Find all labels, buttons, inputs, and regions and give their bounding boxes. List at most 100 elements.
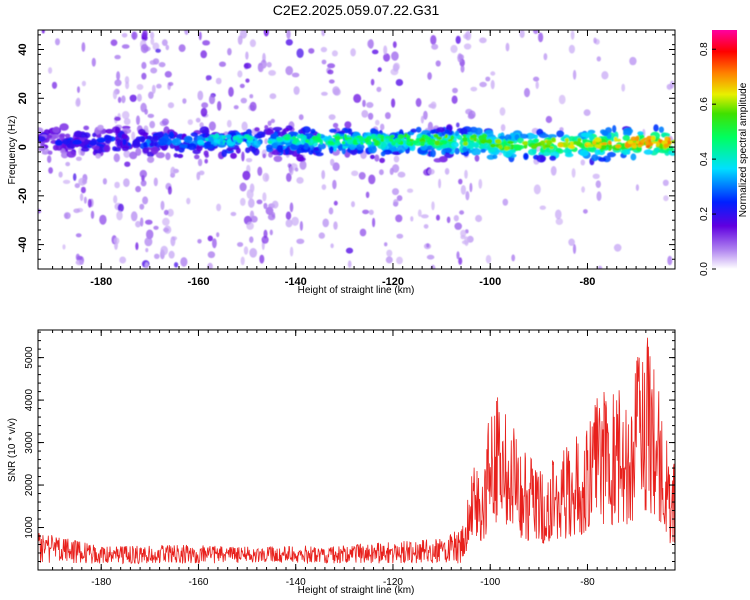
spectrogram-blob bbox=[459, 210, 465, 215]
spectrogram-blob bbox=[186, 197, 191, 205]
spectrogram-band-cell bbox=[436, 127, 446, 133]
spectrogram-core-cell bbox=[546, 139, 552, 146]
spectrogram-blob bbox=[392, 188, 399, 196]
spectrogram-blob bbox=[593, 37, 597, 44]
spectrogram-core-cell bbox=[301, 135, 307, 141]
spectrogram-xlabel: Height of straight line (km) bbox=[298, 285, 415, 296]
spectrogram-blob bbox=[41, 30, 45, 34]
spectrogram-blob bbox=[667, 255, 673, 266]
spectrogram-core-cell bbox=[650, 135, 656, 141]
spectrogram-band-cell bbox=[80, 147, 90, 152]
spectrogram-core-cell bbox=[635, 140, 640, 144]
spectrogram-blob bbox=[239, 182, 247, 192]
spectrogram-band-cell bbox=[545, 147, 556, 153]
spectrogram-blob bbox=[167, 102, 175, 109]
spectrogram-blob bbox=[453, 215, 459, 222]
spectrogram-band-cell bbox=[296, 147, 301, 154]
spectrogram-ytick-label: -20 bbox=[17, 188, 29, 204]
spectrogram-blob bbox=[77, 86, 80, 93]
spectrogram-core-cell bbox=[296, 134, 302, 139]
spectrogram-blob bbox=[114, 79, 122, 87]
spectrogram-blob bbox=[359, 228, 367, 237]
spectrogram-blob bbox=[457, 53, 463, 63]
spectrogram-blob bbox=[246, 221, 254, 230]
spectrogram-blob bbox=[555, 218, 563, 225]
spectrogram-blob bbox=[502, 198, 509, 206]
spectrogram-ytick-label: 40 bbox=[17, 43, 29, 55]
spectrogram-blob bbox=[131, 131, 136, 141]
spectrogram-core-cell bbox=[522, 141, 528, 146]
spectrogram-blob bbox=[393, 155, 400, 163]
spectrogram-blob bbox=[299, 160, 307, 170]
spectrogram-blob bbox=[207, 251, 216, 259]
spectrogram-blob bbox=[195, 117, 201, 123]
spectrogram-blob bbox=[511, 254, 516, 262]
spectrogram-blob bbox=[241, 121, 248, 131]
spectrogram-blob bbox=[154, 253, 160, 259]
spectrogram-core-cell bbox=[592, 140, 597, 145]
spectrogram-band-cell bbox=[668, 149, 675, 156]
spectrogram-core-cell bbox=[557, 142, 564, 148]
spectrogram-band-cell bbox=[528, 148, 537, 156]
spectrogram-band-cell bbox=[591, 154, 599, 162]
spectrogram-blob bbox=[568, 238, 575, 246]
spectrogram-band-cell bbox=[571, 140, 582, 145]
spectrogram-blob bbox=[367, 39, 374, 48]
spectrogram-core-cell bbox=[267, 140, 272, 144]
spectrogram-blob bbox=[465, 30, 472, 41]
spectrogram-core-cell bbox=[663, 143, 670, 148]
spectrogram-band-cell bbox=[103, 144, 111, 153]
spectrogram-blob bbox=[161, 39, 168, 46]
spectrogram-core-cell bbox=[635, 135, 640, 142]
spectrogram-blob bbox=[121, 44, 130, 49]
spectrogram-blob bbox=[350, 48, 356, 57]
spectrogram-band-cell bbox=[272, 126, 283, 132]
spectrogram-blob bbox=[141, 72, 147, 80]
spectrogram-blob bbox=[345, 247, 354, 254]
spectrogram-band-cell bbox=[73, 130, 82, 138]
spectrogram-core-cell bbox=[292, 135, 297, 141]
spectrogram-blob bbox=[113, 195, 118, 204]
spectrogram-blob bbox=[490, 79, 495, 90]
spectrogram-blob bbox=[452, 87, 458, 94]
spectrogram-core-cell bbox=[540, 140, 546, 146]
spectrogram-blob bbox=[243, 246, 249, 255]
spectrogram-blob bbox=[174, 262, 179, 268]
spectrogram-blob bbox=[365, 191, 370, 198]
spectrogram-band-cell bbox=[430, 149, 436, 158]
spectrogram-blob bbox=[240, 256, 245, 266]
spectrogram-blob bbox=[207, 235, 213, 242]
spectrogram-core-cell bbox=[498, 144, 503, 150]
spectrogram-ylabel: Frequency (Hz) bbox=[7, 116, 18, 185]
spectrogram-band-cell bbox=[466, 141, 474, 149]
spectrogram-blob bbox=[144, 262, 149, 269]
spectrogram-band-cell bbox=[374, 154, 380, 162]
spectrogram-band-cell bbox=[579, 149, 589, 157]
spectrogram-core-cell bbox=[481, 139, 486, 145]
spectrogram-band-cell bbox=[301, 126, 311, 134]
spectrogram-core-cell bbox=[630, 136, 637, 141]
spectrogram-blob bbox=[114, 54, 121, 60]
spectrogram-core-cell bbox=[434, 140, 441, 146]
spectrogram-core-cell bbox=[352, 140, 358, 144]
spectrogram-blob bbox=[322, 218, 330, 228]
spectrogram-blob bbox=[228, 86, 234, 97]
spectrogram-core-cell bbox=[352, 142, 359, 145]
spectrogram-band-cell bbox=[379, 157, 385, 164]
snr-ticks: -180 -160 -140 -120 -100 -80 1000 2000 3000 4000 5… bbox=[24, 330, 675, 588]
spectrogram-blob bbox=[182, 98, 187, 104]
spectrogram-blob bbox=[48, 167, 53, 174]
spectrogram-band-cell bbox=[310, 128, 316, 134]
spectrogram-blob bbox=[420, 115, 424, 124]
spectrogram-core-cell bbox=[314, 136, 322, 142]
spectrogram-blob bbox=[423, 224, 429, 229]
spectrogram-blob bbox=[258, 64, 264, 73]
spectrogram-blob bbox=[241, 151, 245, 162]
spectrogram-band-cell bbox=[46, 134, 53, 139]
spectrogram-blob bbox=[264, 138, 268, 145]
spectrogram-band-cell bbox=[454, 147, 460, 155]
spectrogram-band-cell bbox=[538, 133, 549, 139]
spectrogram-blob bbox=[227, 48, 232, 56]
spectrogram-blob bbox=[362, 209, 370, 215]
spectrogram-blob bbox=[371, 49, 379, 55]
